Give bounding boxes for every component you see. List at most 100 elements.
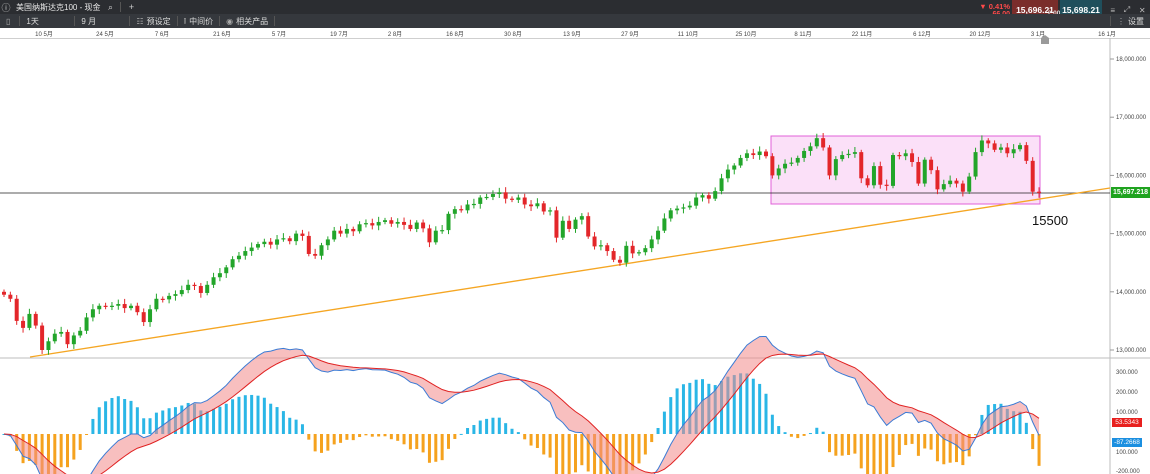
- timeframe-select[interactable]: 1天: [26, 16, 39, 26]
- histogram-bar: [148, 418, 152, 434]
- histogram-bar: [726, 376, 730, 434]
- histogram-bar: [593, 434, 597, 474]
- date-tick-label: 27 9月: [621, 32, 639, 38]
- histogram-bar: [313, 434, 317, 452]
- candle-body: [211, 277, 216, 285]
- histogram-bar: [199, 410, 203, 434]
- histogram-bar: [135, 407, 139, 434]
- histogram-bar: [789, 434, 793, 437]
- candle-body: [370, 223, 375, 226]
- candle-body: [243, 251, 248, 256]
- candle-body: [427, 228, 432, 243]
- candle-body: [383, 220, 387, 222]
- signal-value-badge: -87.2668: [1112, 438, 1142, 447]
- candle-body: [230, 259, 235, 268]
- candle-body: [668, 210, 673, 219]
- candle-body: [567, 220, 572, 229]
- candle-body: [21, 320, 26, 328]
- candle-body: [630, 245, 635, 254]
- candle-body: [776, 168, 781, 176]
- histogram-bar: [326, 434, 330, 451]
- preset-button[interactable]: ☷ 预设定: [136, 16, 171, 26]
- candle-body: [973, 152, 978, 177]
- histogram-bar: [453, 434, 457, 439]
- date-tick-label: 13 9月: [563, 32, 581, 38]
- settings-button[interactable]: ⋮ 设置: [1117, 16, 1144, 26]
- histogram-bar: [59, 434, 63, 468]
- toolbar-divider: [274, 16, 276, 26]
- period-select[interactable]: 9 月: [81, 16, 97, 26]
- spread-value: 2.00: [1047, 9, 1061, 17]
- close-icon[interactable]: ✕: [1138, 5, 1146, 15]
- candle-body: [960, 183, 965, 192]
- candle-body: [471, 203, 476, 206]
- histogram-bar: [85, 434, 89, 435]
- histogram-bar: [1024, 422, 1028, 434]
- date-tick-label: 10 5月: [35, 32, 53, 38]
- histogram-bar: [955, 434, 958, 463]
- candle-body: [598, 245, 603, 247]
- histogram-bar: [46, 434, 50, 474]
- new-tab-button[interactable]: +: [128, 2, 135, 12]
- histogram-bar: [751, 378, 755, 434]
- date-tick-label: 19 7月: [330, 32, 348, 38]
- trend-line: [29, 187, 1111, 358]
- preset-icon: ☷: [136, 16, 144, 26]
- histogram-bar: [332, 434, 336, 445]
- candle-body: [529, 204, 534, 207]
- candle-body: [160, 298, 165, 300]
- histogram-bar: [307, 434, 311, 440]
- candle-body: [306, 235, 311, 254]
- histogram-bar: [237, 396, 241, 434]
- candle-body: [357, 224, 362, 232]
- histogram-bar: [339, 434, 343, 443]
- menu-icon[interactable]: ≡: [1110, 5, 1116, 15]
- candle-body: [738, 157, 743, 166]
- candle-body: [897, 155, 902, 157]
- candle-body: [903, 153, 908, 157]
- candle-body: [179, 290, 184, 295]
- mid-price-button[interactable]: ⫾ 中间价: [183, 16, 214, 26]
- candle-body: [884, 184, 889, 186]
- candle-body: [300, 233, 305, 236]
- candle-body: [217, 273, 222, 278]
- candle-body: [637, 252, 641, 254]
- search-icon[interactable]: ⌕: [107, 1, 113, 12]
- histogram-bar: [764, 393, 768, 434]
- candle-body: [675, 208, 680, 211]
- candle-body: [605, 245, 610, 252]
- candle-body: [833, 159, 838, 176]
- histogram-bar: [688, 382, 692, 434]
- candle-body: [859, 152, 864, 179]
- histogram-bar: [434, 434, 438, 462]
- related-products-button[interactable]: ◉ 相关产品: [226, 16, 269, 26]
- histogram-bar: [910, 434, 914, 444]
- price-tick-label: 15,000.000: [1116, 232, 1147, 238]
- candle-body: [478, 197, 483, 204]
- candle-body: [205, 284, 210, 293]
- candle-body: [846, 153, 851, 156]
- candle-body: [922, 159, 927, 184]
- expand-icon[interactable]: ⤢: [1123, 5, 1131, 14]
- candle-body: [129, 305, 133, 309]
- histogram-bar: [548, 434, 552, 458]
- sidebar-toggle[interactable]: ▯: [0, 14, 19, 28]
- candle-body: [852, 152, 857, 154]
- histogram-bar: [110, 397, 114, 434]
- histogram-bar: [447, 434, 450, 449]
- date-tick-label: 21 6月: [213, 32, 231, 38]
- candle-body: [510, 198, 514, 200]
- histogram-bar: [212, 408, 216, 434]
- info-icon[interactable]: ⓘ: [1, 2, 11, 13]
- candle-body: [440, 230, 445, 232]
- candle-body: [1011, 149, 1016, 154]
- histogram-bar: [974, 434, 978, 436]
- histogram-bar: [377, 434, 381, 437]
- scroll-handle-icon: [1041, 35, 1049, 44]
- candle-body: [452, 209, 457, 214]
- histogram-bar: [389, 434, 393, 440]
- date-tick-label: 25 10月: [735, 32, 757, 38]
- toolbar-divider: [176, 16, 178, 26]
- window-title: 美国纳斯达克100 - 现金: [16, 2, 101, 12]
